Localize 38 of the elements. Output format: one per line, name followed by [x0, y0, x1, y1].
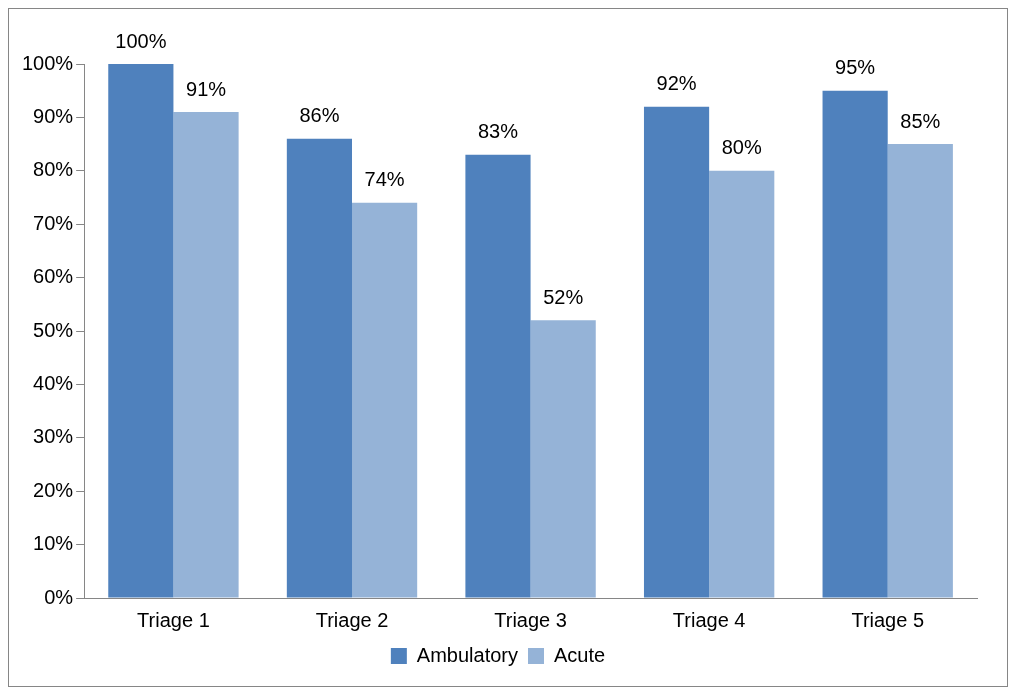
x-tick-label: Triage 5: [851, 608, 925, 631]
x-tick-label: Triage 3: [494, 608, 567, 631]
y-tick-label: 10%: [33, 532, 74, 555]
data-label: 86%: [299, 104, 340, 127]
legend-label: Acute: [554, 643, 606, 666]
bar: [286, 138, 353, 598]
y-tick-label: 90%: [33, 104, 74, 127]
bar: [108, 64, 174, 598]
x-tick-label: Triage 2: [315, 608, 389, 631]
bar: [352, 202, 418, 598]
y-tick-label: 80%: [33, 158, 74, 181]
y-tick-label: 20%: [33, 478, 74, 501]
y-tick-label: 30%: [33, 425, 74, 448]
data-label: 74%: [364, 168, 405, 191]
y-tick-label: 50%: [33, 318, 74, 341]
data-label: 95%: [835, 56, 876, 79]
x-tick-label: Triage 1: [137, 608, 210, 631]
data-label: 85%: [900, 109, 941, 132]
data-label: 91%: [186, 77, 227, 100]
data-label: 92%: [656, 72, 697, 95]
y-tick-label: 70%: [33, 211, 74, 234]
bar: [643, 106, 710, 598]
data-label: 100%: [115, 29, 167, 52]
y-tick-label: 60%: [33, 265, 74, 288]
bar: [173, 112, 239, 598]
bar: [709, 170, 775, 598]
y-tick-label: 40%: [33, 371, 74, 394]
bar: [530, 320, 596, 598]
bar: [465, 154, 531, 598]
y-tick-label: 100%: [22, 51, 74, 74]
data-label: 83%: [477, 120, 519, 143]
data-label: 52%: [543, 285, 584, 308]
x-tick-label: Triage 4: [672, 608, 746, 631]
y-tick-label: 0%: [44, 585, 74, 608]
bar: [887, 144, 953, 598]
data-label: 80%: [721, 136, 762, 159]
bar: [822, 90, 888, 598]
legend-label: Ambulatory: [416, 643, 519, 666]
